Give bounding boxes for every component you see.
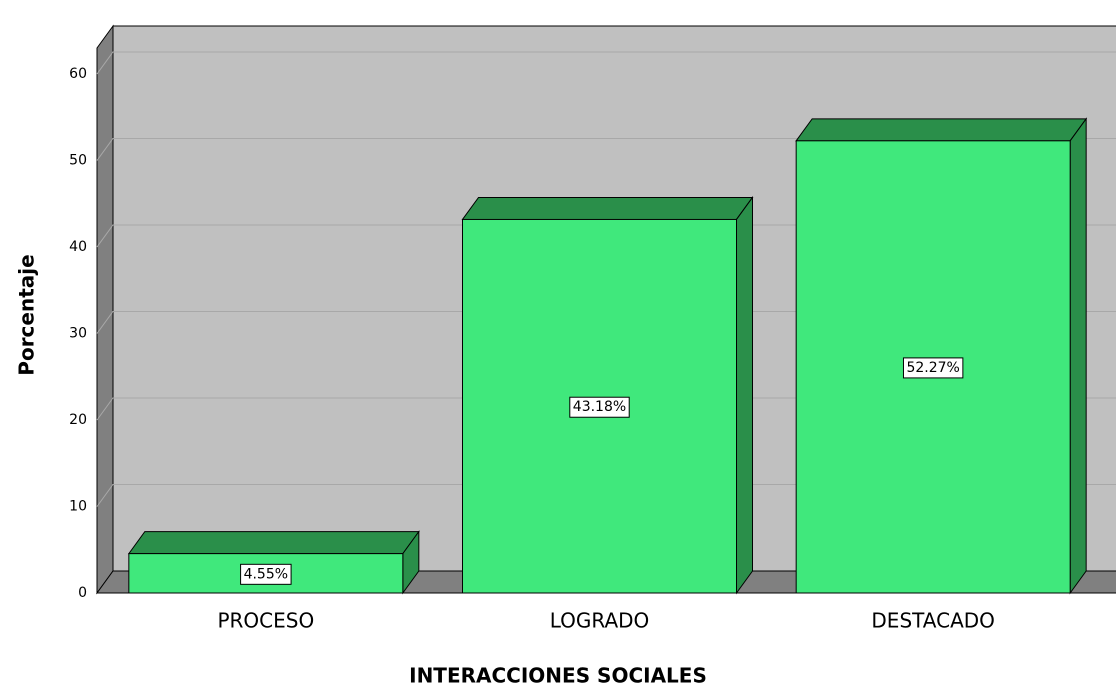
bar-side [736, 195, 753, 595]
bar-side [1069, 117, 1087, 595]
y-tick-label: 20 [69, 412, 87, 428]
x-tick-label: DESTACADO [871, 609, 995, 633]
y-tick-label: 40 [69, 239, 87, 255]
y-tick-label: 10 [69, 498, 87, 514]
value-label: 43.18% [573, 399, 626, 415]
grid-line [96, 51, 1116, 75]
y-tick-label: 30 [69, 325, 87, 341]
x-tick-label: LOGRADO [550, 609, 650, 633]
bar-top [795, 118, 1088, 142]
y-axis-title: Porcentaje [15, 254, 39, 375]
bar [461, 195, 754, 595]
value-label: 4.55% [244, 566, 288, 582]
bar-top [461, 196, 754, 220]
x-axis-title: INTERACCIONES SOCIALES [409, 664, 707, 688]
left-wall [96, 24, 114, 595]
x-tick-label: PROCESO [217, 609, 314, 633]
bar [795, 117, 1088, 595]
value-label: 52.27% [906, 360, 959, 376]
bar-top [127, 531, 420, 555]
y-tick-label: 0 [78, 585, 87, 601]
value-label-box [569, 396, 630, 418]
y-tick-label: 60 [69, 66, 87, 82]
value-label-box [902, 357, 964, 379]
value-label-box [240, 563, 292, 585]
bar [127, 530, 420, 595]
y-tick-label: 50 [69, 152, 87, 168]
